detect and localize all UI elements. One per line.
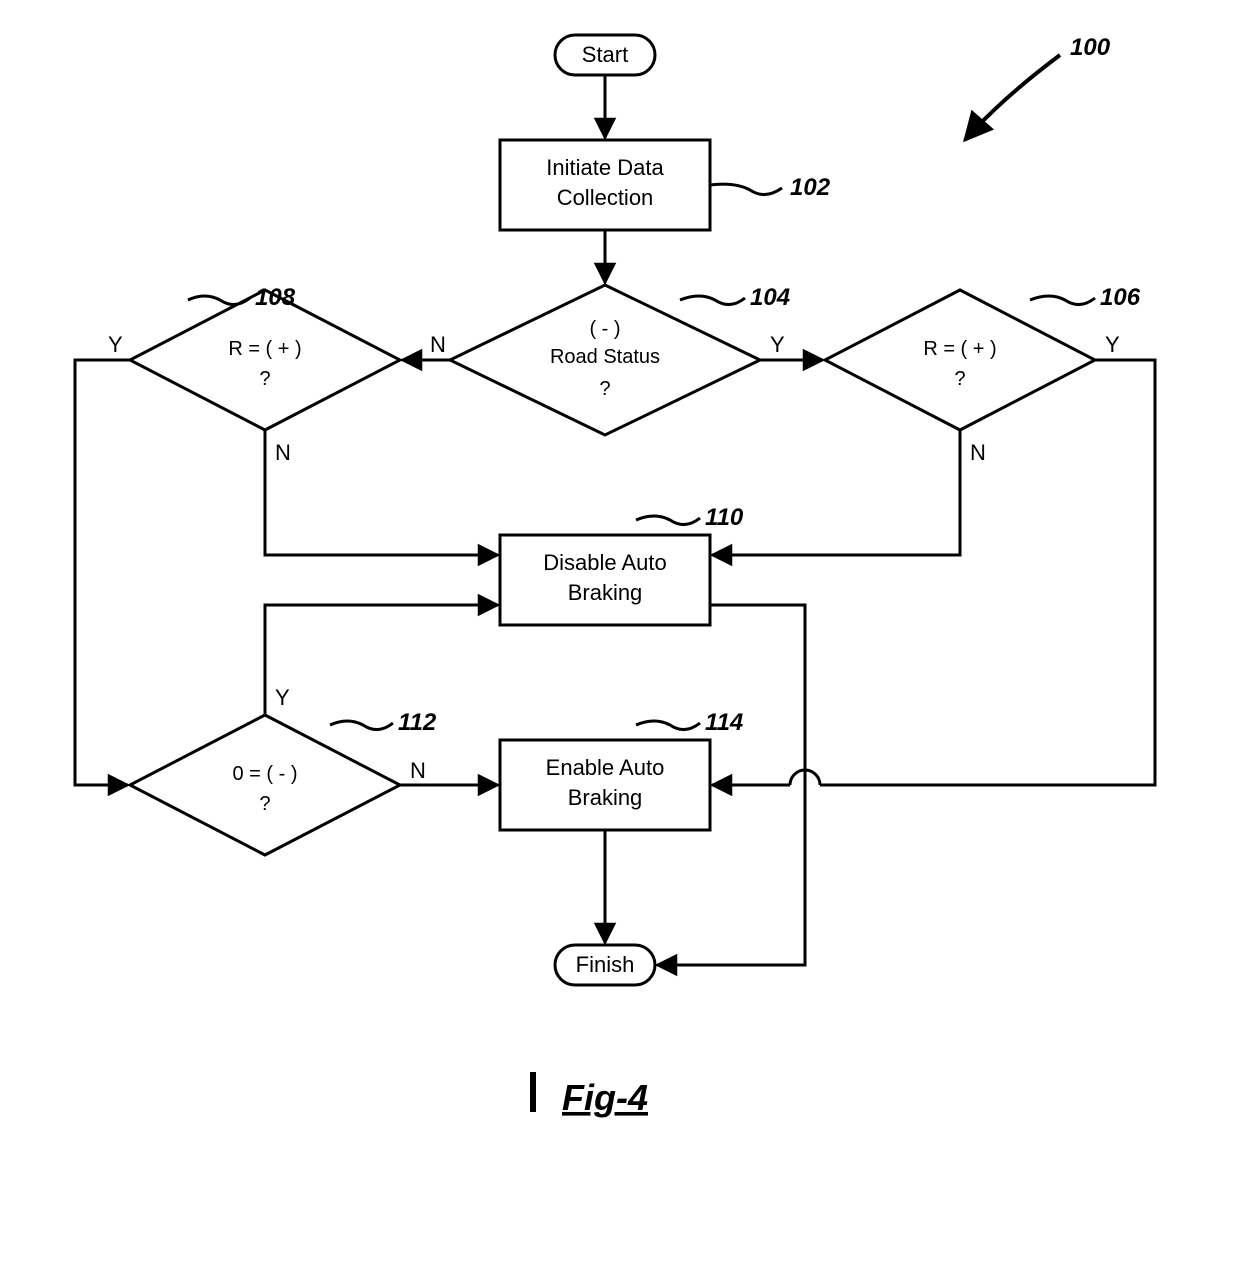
process-110: Disable Auto Braking: [500, 535, 710, 625]
svg-text:?: ?: [259, 793, 270, 815]
svg-text:Disable Auto: Disable Auto: [543, 550, 667, 575]
ref-labels: 102 104 106 108 110 112 114: [188, 174, 1141, 736]
svg-text:108: 108: [255, 284, 296, 311]
finish-node: Finish: [555, 945, 655, 985]
decision-106: R = ( + ) ?: [825, 290, 1095, 430]
svg-text:?: ?: [259, 368, 270, 390]
svg-text:?: ?: [599, 378, 610, 400]
svg-text:102: 102: [790, 174, 831, 201]
start-node: Start: [555, 35, 655, 75]
svg-text:Y: Y: [1105, 332, 1120, 357]
svg-text:110: 110: [705, 504, 744, 531]
figure-title: Fig-4: [530, 1072, 648, 1118]
svg-text:Braking: Braking: [568, 785, 643, 810]
decision-104: ( - ) Road Status ?: [450, 285, 760, 435]
svg-text:N: N: [970, 440, 986, 465]
finish-label: Finish: [576, 952, 635, 977]
svg-text:R = ( + ): R = ( + ): [228, 338, 301, 360]
svg-text:Y: Y: [108, 332, 123, 357]
svg-text:N: N: [275, 440, 291, 465]
process-102: Initiate Data Collection: [500, 140, 710, 230]
svg-text:112: 112: [398, 709, 437, 736]
svg-text:106: 106: [1100, 284, 1141, 311]
svg-text:Enable Auto: Enable Auto: [546, 755, 665, 780]
svg-text:( - ): ( - ): [589, 318, 620, 340]
svg-text:114: 114: [705, 709, 743, 736]
svg-text:104: 104: [750, 284, 790, 311]
svg-text:N: N: [430, 332, 446, 357]
svg-text:0 = ( - ): 0 = ( - ): [232, 763, 297, 785]
svg-text:Braking: Braking: [568, 580, 643, 605]
decision-108: R = ( + ) ?: [130, 290, 400, 430]
svg-text:Fig-4: Fig-4: [562, 1077, 648, 1118]
svg-text:Initiate Data: Initiate Data: [546, 155, 664, 180]
flowchart-canvas: Start Finish Initiate Data Collection Di…: [0, 0, 1240, 1285]
start-label: Start: [582, 42, 628, 67]
process-114: Enable Auto Braking: [500, 740, 710, 830]
decision-112: 0 = ( - ) ?: [130, 715, 400, 855]
svg-text:Y: Y: [275, 685, 290, 710]
svg-text:Y: Y: [770, 332, 785, 357]
svg-text:100: 100: [1070, 34, 1111, 61]
svg-text:N: N: [410, 758, 426, 783]
svg-text:Collection: Collection: [557, 185, 654, 210]
svg-text:Road Status: Road Status: [550, 346, 660, 368]
svg-text:R = ( + ): R = ( + ): [923, 338, 996, 360]
ref-100: 100: [965, 34, 1111, 140]
svg-text:?: ?: [954, 368, 965, 390]
